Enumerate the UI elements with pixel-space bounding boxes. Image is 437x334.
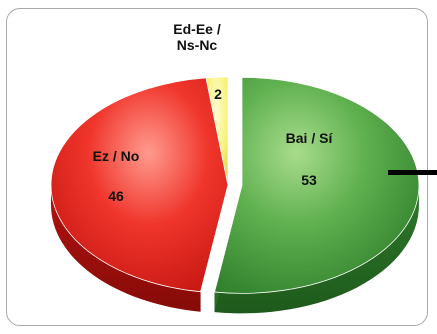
slice-value-ez-no: 46 [108,188,124,204]
pie-slice-side-bai-s [214,185,419,314]
pie-slice-ed-ee-ns-nc [205,76,229,186]
pie-slice-bai-s [214,76,420,294]
pie-slice-ez-no [50,77,229,293]
slice-value-ed-ee-ns-nc: 2 [214,86,222,102]
slice-label-bai-s: Bai / Sí [286,130,334,146]
pie-labels: Bai / Sí 53 Ez / No 46 Ed-Ee / Ns-Nc 2 [93,21,334,204]
slice-label-ed-ee-ns-nc: Ed-Ee / Ns-Nc [173,21,221,53]
slice-value-bai-s: 53 [301,172,317,188]
slice-label-ez-no: Ez / No [93,148,140,164]
pie-slice-side-ez-no [51,185,201,312]
pointer-bar [388,170,437,175]
pie-slices [50,76,420,294]
